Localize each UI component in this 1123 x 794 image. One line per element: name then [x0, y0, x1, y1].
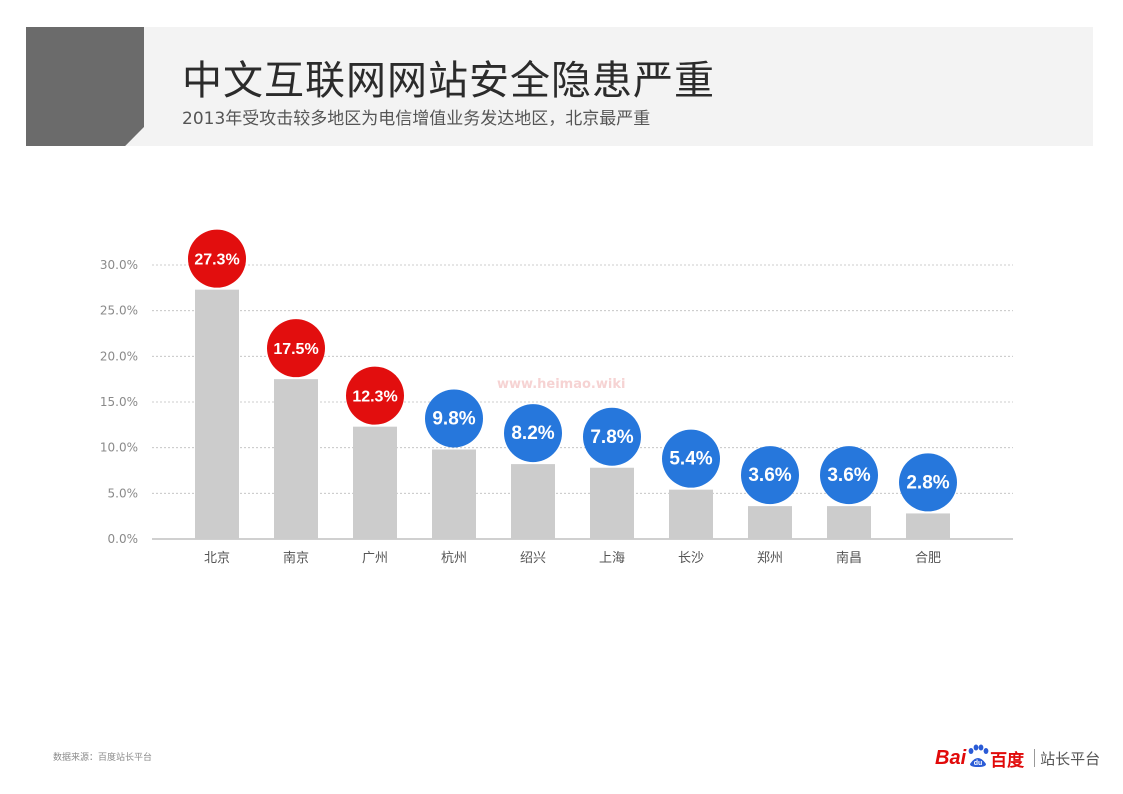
y-tick-label: 5.0% [108, 486, 139, 500]
data-label-circle [899, 453, 957, 512]
data-label-circle [820, 446, 878, 505]
data-label-circle [662, 429, 720, 488]
x-tick-label: 绍兴 [520, 551, 546, 566]
data-label-circle [188, 229, 246, 288]
data-label-circle [504, 404, 562, 463]
x-tick-label: 合肥 [915, 551, 941, 566]
y-tick-label: 25.0% [100, 304, 138, 318]
x-tick-label: 郑州 [757, 551, 783, 566]
y-tick-label: 30.0% [100, 258, 138, 272]
x-tick-label: 长沙 [678, 551, 704, 566]
x-tick-label: 杭州 [441, 551, 467, 566]
data-label: 17.5% [273, 341, 318, 358]
x-tick-label: 上海 [599, 551, 625, 566]
logo-bai-text: Bai [935, 746, 967, 769]
y-tick-label: 15.0% [100, 395, 138, 409]
bar [590, 467, 634, 539]
logo-platform-text: 站长平台 [1040, 749, 1101, 768]
page-title: 中文互联网网站安全隐患严重 [182, 58, 715, 104]
page-subtitle: 2013年受攻击较多地区为电信增值业务发达地区，北京最严重 [182, 109, 651, 129]
bar [748, 506, 792, 539]
bar [195, 289, 239, 539]
logo-du-text: du [974, 760, 983, 767]
header-accent-block [26, 27, 144, 146]
bar [353, 426, 397, 539]
y-tick-label: 0.0% [108, 532, 139, 546]
bar [274, 379, 318, 539]
data-label: 12.3% [352, 389, 397, 406]
baidu-logo: Bai du 百度 站长平台 [935, 744, 1100, 772]
bar [511, 464, 555, 539]
data-label-circle [741, 446, 799, 505]
logo-baidu-cn: 百度 [990, 750, 1025, 771]
data-label: 2.8% [906, 472, 949, 493]
data-label-circle [583, 407, 641, 466]
data-label: 7.8% [590, 427, 633, 448]
bar [906, 513, 950, 539]
data-label: 27.3% [194, 252, 239, 269]
data-label: 5.4% [669, 449, 712, 470]
data-label: 3.6% [827, 465, 870, 486]
data-label: 3.6% [748, 465, 791, 486]
data-label: 9.8% [432, 408, 475, 429]
y-tick-label: 10.0% [100, 441, 138, 455]
bar [827, 506, 871, 539]
bar [432, 449, 476, 539]
data-label-circle [267, 319, 325, 378]
bar [669, 489, 713, 539]
data-label-circle [346, 366, 404, 425]
y-tick-label: 20.0% [100, 349, 138, 363]
data-source-note: 数据来源：百度站长平台 [53, 753, 153, 763]
paw-icon: du [967, 744, 989, 772]
x-tick-label: 南京 [283, 550, 309, 566]
x-tick-label: 南昌 [836, 550, 862, 566]
watermark: www.heimao.wiki [497, 377, 626, 392]
data-label-circle [425, 389, 483, 448]
x-tick-label: 北京 [204, 551, 230, 566]
header-band [26, 27, 1093, 146]
data-label: 8.2% [511, 423, 554, 444]
x-tick-label: 广州 [362, 551, 388, 566]
logo-divider [1034, 749, 1036, 767]
